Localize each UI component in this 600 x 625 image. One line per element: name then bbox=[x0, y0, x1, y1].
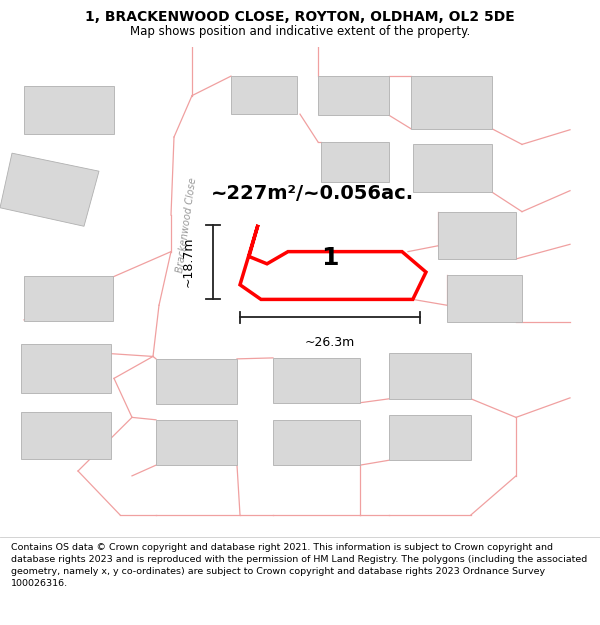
Polygon shape bbox=[156, 359, 237, 404]
Polygon shape bbox=[411, 76, 492, 129]
Text: Contains OS data © Crown copyright and database right 2021. This information is : Contains OS data © Crown copyright and d… bbox=[11, 543, 587, 588]
Polygon shape bbox=[24, 276, 113, 321]
Text: Map shows position and indicative extent of the property.: Map shows position and indicative extent… bbox=[130, 26, 470, 39]
Text: Brackenwood Close: Brackenwood Close bbox=[176, 177, 199, 273]
Polygon shape bbox=[24, 86, 114, 134]
Polygon shape bbox=[21, 344, 111, 393]
Polygon shape bbox=[0, 153, 99, 226]
Text: ~18.7m: ~18.7m bbox=[182, 237, 195, 288]
Polygon shape bbox=[321, 142, 389, 182]
Text: ~26.3m: ~26.3m bbox=[305, 336, 355, 349]
Text: 1: 1 bbox=[322, 246, 339, 270]
Text: 1, BRACKENWOOD CLOSE, ROYTON, OLDHAM, OL2 5DE: 1, BRACKENWOOD CLOSE, ROYTON, OLDHAM, OL… bbox=[85, 10, 515, 24]
Polygon shape bbox=[318, 76, 389, 115]
Polygon shape bbox=[273, 358, 360, 402]
Polygon shape bbox=[156, 420, 237, 465]
Polygon shape bbox=[389, 415, 471, 460]
Polygon shape bbox=[231, 76, 297, 114]
Polygon shape bbox=[21, 411, 111, 459]
Polygon shape bbox=[413, 144, 492, 192]
Text: ~227m²/~0.056ac.: ~227m²/~0.056ac. bbox=[211, 184, 413, 203]
Polygon shape bbox=[438, 212, 516, 259]
Polygon shape bbox=[447, 275, 522, 322]
Polygon shape bbox=[389, 353, 471, 399]
Polygon shape bbox=[273, 420, 360, 465]
